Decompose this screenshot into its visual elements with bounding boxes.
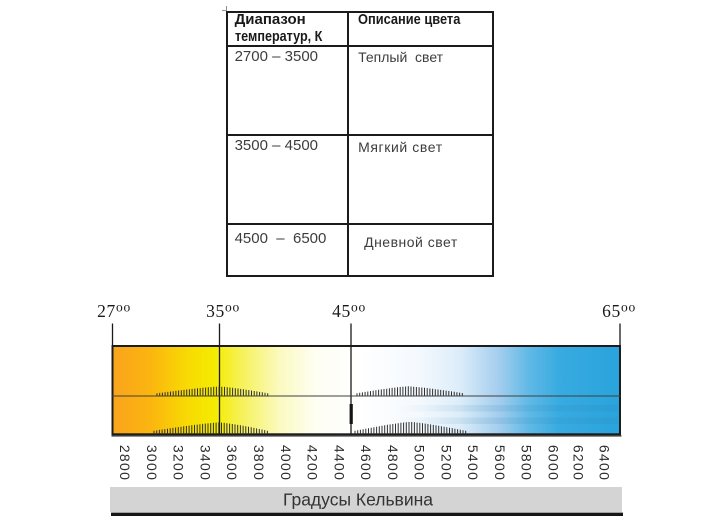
svg-text:4400: 4400 bbox=[331, 445, 347, 481]
svg-text:5400: 5400 bbox=[465, 445, 481, 481]
svg-text:4600: 4600 bbox=[358, 445, 374, 481]
svg-text:5600: 5600 bbox=[492, 445, 508, 481]
svg-text:3800: 3800 bbox=[251, 445, 267, 481]
svg-text:4000: 4000 bbox=[278, 445, 294, 481]
svg-text:5200: 5200 bbox=[438, 445, 454, 481]
svg-text:45oo: 45oo bbox=[332, 300, 366, 321]
svg-text:3400: 3400 bbox=[198, 445, 214, 481]
svg-text:3200: 3200 bbox=[171, 445, 187, 481]
svg-text:35oo: 35oo bbox=[206, 300, 240, 321]
svg-text:6400: 6400 bbox=[597, 445, 613, 481]
svg-text:3600: 3600 bbox=[224, 445, 240, 481]
svg-text:5800: 5800 bbox=[519, 445, 535, 481]
svg-text:5000: 5000 bbox=[412, 445, 428, 481]
svg-text:4200: 4200 bbox=[305, 445, 321, 481]
svg-text:3000: 3000 bbox=[144, 445, 160, 481]
svg-text:65oo: 65oo bbox=[602, 300, 636, 321]
svg-text:2800: 2800 bbox=[117, 445, 133, 481]
svg-text:4800: 4800 bbox=[385, 445, 401, 481]
svg-text:6200: 6200 bbox=[570, 445, 586, 481]
svg-text:6000: 6000 bbox=[545, 445, 561, 481]
svg-text:Градусы Кельвина: Градусы Кельвина bbox=[283, 490, 433, 510]
svg-text:27oo: 27oo bbox=[97, 300, 131, 321]
